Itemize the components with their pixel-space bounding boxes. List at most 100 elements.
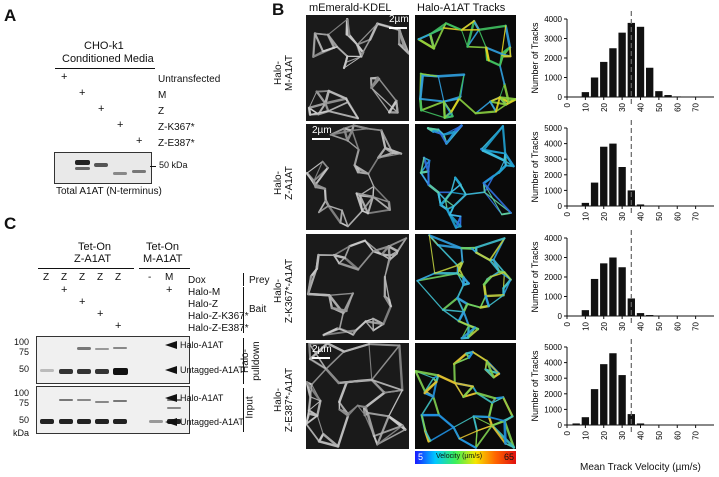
histogram-bar (636, 204, 645, 206)
histogram-bar (590, 389, 599, 425)
band-label: Halo-A1AT (180, 340, 224, 350)
y-tick-label: 2000 (544, 54, 562, 63)
x-tick-label: 30 (618, 321, 627, 330)
plus-sign: + (61, 71, 68, 83)
histogram-bar (636, 26, 645, 97)
histogram-bar (664, 95, 672, 97)
condition-label: Z (158, 106, 165, 117)
x-tick-label: 30 (618, 211, 627, 220)
histogram-bar (609, 353, 617, 425)
row-label: Halo-Z-E387* (188, 323, 249, 334)
condition-label: Z-K367* (158, 122, 195, 133)
y-tick-label: 1000 (544, 293, 562, 302)
hist-ylabel: Number of Tracks (530, 131, 540, 203)
plus-sign: + (115, 320, 122, 332)
hist-ylabel: Number of Tracks (530, 22, 540, 94)
y-tick-label: 3000 (544, 35, 562, 44)
y-tick-label: 3000 (544, 254, 562, 263)
band-label: Untagged-A1AT (180, 365, 244, 375)
histogram-bar (590, 278, 599, 316)
histogram-bar (590, 182, 599, 206)
x-tick-label: 30 (618, 430, 627, 439)
x-tick-label: 0 (563, 430, 572, 435)
y-tick-label: 4000 (544, 359, 562, 368)
pulldown-label: Halo-pulldown (240, 341, 262, 381)
condition-label: Z-E387* (158, 138, 195, 149)
arrow-icon (165, 418, 177, 426)
column-title: mEmerald-KDEL (309, 2, 392, 14)
x-tick-label: 0 (563, 102, 572, 107)
hist-ylabel: Number of Tracks (530, 350, 540, 422)
panel-a-header-line1: CHO-k1 (84, 40, 124, 52)
x-tick-label: 50 (655, 102, 664, 111)
bait-bracket-label: Bait (249, 304, 267, 315)
x-tick-label: 50 (655, 211, 664, 220)
group2-label-line1: Tet-On (146, 241, 180, 253)
track-image (415, 343, 516, 449)
histogram-bar (600, 61, 608, 97)
dox-lane: Z (97, 272, 104, 283)
x-tick-label: 10 (581, 211, 590, 220)
dox-lane: Z (115, 272, 122, 283)
scale-bar-label: 2µm (312, 344, 332, 355)
y-tick-label: 2000 (544, 171, 562, 180)
kda-label: kDa (13, 428, 30, 438)
x-tick-label: 40 (637, 211, 646, 220)
band-label: Untagged-A1AT (180, 417, 244, 427)
micrograph-kdel (306, 234, 409, 340)
mw-marker: 75 (19, 398, 30, 408)
plus-sign: + (61, 284, 68, 296)
mw-marker: 100 (14, 337, 30, 347)
histogram-bar (636, 423, 645, 425)
x-tick-label: 70 (692, 102, 701, 111)
hist-ylabel: Number of Tracks (530, 241, 540, 313)
histogram-bar (600, 364, 608, 425)
kda-marker-label: 50 kDa (159, 160, 188, 170)
x-tick-label: 30 (618, 102, 627, 111)
histogram-bar (646, 67, 654, 97)
histogram-bar (627, 190, 635, 206)
y-tick-label: 1000 (544, 74, 562, 83)
colorbar-max: 65 (504, 452, 515, 462)
velocity-colorbar (415, 451, 516, 464)
micrograph-kdel (306, 124, 409, 230)
condition-label: M (158, 90, 167, 101)
micrograph-kdel (306, 15, 409, 121)
x-tick-label: 60 (673, 102, 682, 111)
y-tick-label: 2000 (544, 390, 562, 399)
plus-sign: + (166, 284, 173, 296)
mw-marker: 50 (19, 364, 30, 374)
panel-b-letter: B (272, 0, 285, 19)
y-tick-label: 1000 (544, 186, 562, 195)
histogram-bar (655, 91, 663, 97)
histogram-bar (646, 315, 654, 316)
x-tick-label: 20 (600, 102, 609, 111)
y-tick-label: 0 (558, 202, 563, 211)
y-tick-label: 5000 (544, 124, 562, 133)
x-tick-label: 70 (692, 321, 701, 330)
arrow-icon (165, 394, 177, 402)
x-tick-label: 60 (673, 321, 682, 330)
scale-bar-label: 2µm (312, 125, 332, 136)
x-tick-label: 50 (655, 430, 664, 439)
x-tick-label: 70 (692, 430, 701, 439)
colorbar-min: 5 (418, 452, 424, 462)
histogram-bar (618, 167, 626, 206)
x-tick-label: 60 (673, 211, 682, 220)
histogram-bar (609, 48, 617, 97)
mw-marker: 75 (19, 347, 30, 357)
y-tick-label: 4000 (544, 140, 562, 149)
histogram-bar (581, 417, 590, 425)
x-tick-label: 20 (600, 211, 609, 220)
histogram-bar (673, 96, 681, 97)
x-tick-label: 40 (637, 430, 646, 439)
mw-marker: 100 (14, 388, 30, 398)
x-tick-label: 70 (692, 211, 701, 220)
pulldown-blot (36, 336, 190, 384)
histogram-bar (590, 77, 599, 97)
histogram-bar (581, 310, 590, 316)
row-label-3: Halo- Z-E387*-A1AT (273, 367, 295, 433)
panel-a-letter: A (4, 6, 17, 25)
arrow-icon (165, 341, 177, 349)
y-tick-label: 2000 (544, 273, 562, 282)
